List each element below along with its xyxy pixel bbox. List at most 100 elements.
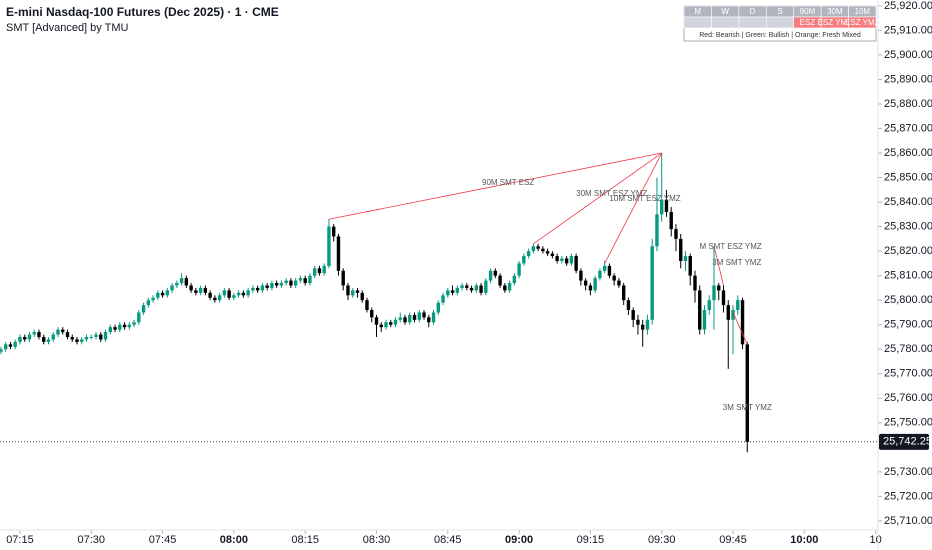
candle-body [536,246,540,249]
candle-body [374,317,379,325]
table-header-text: W [721,7,729,16]
grid: 25,710.00 25,720.00 25,730.00 25,750.00 25,7… [6,0,932,546]
candle-body [8,344,13,347]
y-tick-label: 25,770.00 [884,368,932,380]
candle-body [431,312,436,323]
table-cell [848,16,877,29]
candle-body [698,290,702,330]
table-header-text: 90M [800,7,816,16]
candle-body [583,280,588,286]
y-tick-label: 25,730.00 [884,466,932,478]
candle-body [484,280,488,293]
x-tick-label: 09:30 [648,534,676,546]
candle-body [422,312,426,318]
candle-body [151,297,155,301]
x-tick-label: 09:15 [577,534,605,546]
candle-body [208,292,212,298]
candle-body [308,275,312,284]
candle-body [446,290,450,296]
y-tick-label: 25,880.00 [884,98,932,110]
candle-body [550,253,555,257]
candle-body [640,324,645,330]
candle-body [450,290,455,293]
candle-body [683,256,688,261]
candle-body [408,314,412,323]
smt-label: 3M SMT YMZ [712,258,761,267]
candle-body [417,312,421,320]
candle-body [560,258,564,261]
candle-body [479,285,483,293]
candle-body [621,285,626,301]
candle-body [94,334,98,337]
candle-body [241,292,246,296]
candle-body [194,290,198,293]
candle-body [598,270,602,279]
candle-body [469,287,474,291]
y-tick-label: 25,710.00 [884,515,932,527]
candle-body [175,283,179,286]
candle-body [203,287,208,293]
candle-body [303,278,307,284]
x-tick-label: 07:15 [6,534,34,546]
y-tick-label: 25,870.00 [884,122,932,134]
x-tick-label: 09:45 [719,534,747,546]
candle-body [251,287,255,291]
candle-body [664,199,669,212]
candle-body [99,334,103,340]
candle-body [232,295,236,298]
candle-body [688,256,692,276]
candle-body [541,248,545,252]
y-tick-label: 25,820.00 [884,245,932,257]
candle-body [555,256,559,261]
y-tick-label: 25,720.00 [884,490,932,502]
candle-body [217,295,222,301]
candle-body [393,319,398,325]
smt-label: M SMT ESZ YMZ [699,242,761,251]
candle-body [312,268,317,276]
candle-body [298,278,303,281]
x-tick-label: 09:00 [505,534,533,546]
candle-body [693,275,697,291]
candle-body [198,287,203,293]
table-cell-text: ESZ YMZ [845,18,880,27]
candle-body [279,283,284,286]
candle-body [517,263,521,276]
candle-body [370,310,374,318]
candle-body [32,332,36,335]
candle-body [574,256,578,271]
candle-body [236,292,241,296]
candle-body [498,275,502,286]
y-tick-label: 25,890.00 [884,73,932,85]
candle-body [127,324,131,328]
y-tick-label: 25,790.00 [884,319,932,331]
candle-body [522,256,526,264]
last-price-box [879,433,929,450]
smt-line [604,152,663,264]
last-price-label: 25,742.25 [883,436,932,448]
y-tick-label: 25,860.00 [884,147,932,159]
candle-body [84,336,89,340]
candle-body [227,290,231,298]
candle-body [222,290,227,296]
candle-body [612,275,616,281]
y-tick-label: 25,900.00 [884,49,932,61]
candle-body [103,332,108,340]
candle-body [51,334,55,340]
candle-body [474,285,479,291]
candle-body [255,287,260,291]
candle-body [512,275,517,284]
candle-body [531,246,536,252]
candle-body [712,285,716,301]
candle-body [355,290,360,293]
table-header-text: D [750,7,756,16]
x-tick-label: 10:00 [790,534,818,546]
candle-body [655,214,659,247]
candle-body [284,280,288,284]
candle-body [156,292,160,298]
candle-body [717,285,721,291]
y-tick-label: 25,810.00 [884,270,932,282]
candle-body [593,278,597,291]
x-tick-label: 08:30 [363,534,391,546]
candle-body [427,317,431,323]
